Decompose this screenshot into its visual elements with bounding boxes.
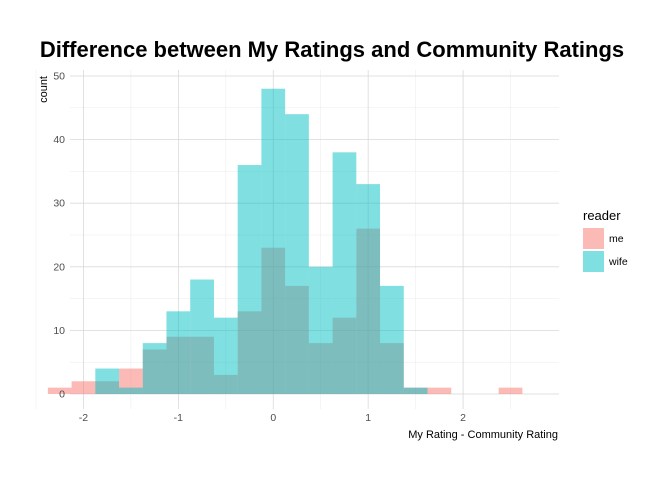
bar-me — [47, 387, 72, 394]
x-tick-label: -1 — [174, 412, 183, 424]
legend: reader me wife — [583, 208, 628, 272]
bar-wife — [119, 387, 143, 394]
y-tick-label: 10 — [53, 325, 65, 337]
bar-me — [498, 387, 523, 394]
legend-key-me — [583, 228, 604, 249]
bars — [47, 88, 523, 394]
bar-wife — [285, 114, 309, 394]
chart-title: Difference between My Ratings and Commun… — [40, 37, 624, 62]
legend-key-wife — [583, 251, 604, 272]
y-tick-label: 40 — [53, 134, 65, 146]
bar-wife — [237, 165, 262, 394]
bar-wife — [261, 88, 286, 394]
bar-wife — [213, 317, 238, 394]
bar-wife — [332, 152, 357, 394]
bar-wife — [308, 266, 333, 394]
legend-title: reader — [583, 208, 621, 223]
x-axis-label: My Rating - Community Rating — [408, 429, 558, 441]
x-tick-label: 1 — [365, 412, 371, 424]
bar-wife — [380, 285, 404, 394]
x-tick-label: 0 — [270, 412, 276, 424]
bar-wife — [166, 311, 191, 394]
y-tick-label: 50 — [53, 71, 65, 83]
bar-wife — [190, 279, 214, 394]
x-tick-label: 2 — [460, 412, 466, 424]
legend-label-me: me — [609, 233, 624, 245]
bar-me — [71, 381, 96, 394]
y-tick-label: 20 — [53, 261, 65, 273]
legend-label-wife: wife — [608, 256, 628, 268]
bar-wife — [403, 387, 428, 394]
x-axis-ticks: -2 -1 0 1 2 — [79, 412, 466, 424]
bar-wife — [356, 184, 381, 394]
y-tick-label: 30 — [53, 198, 65, 210]
bar-me — [427, 387, 452, 394]
y-axis-label: count — [38, 76, 50, 103]
x-tick-label: -2 — [79, 412, 88, 424]
bar-wife — [142, 343, 167, 394]
bar-wife — [95, 368, 120, 394]
y-tick-label: 0 — [59, 389, 65, 401]
y-axis-ticks: 0 10 20 30 40 50 — [53, 71, 65, 401]
